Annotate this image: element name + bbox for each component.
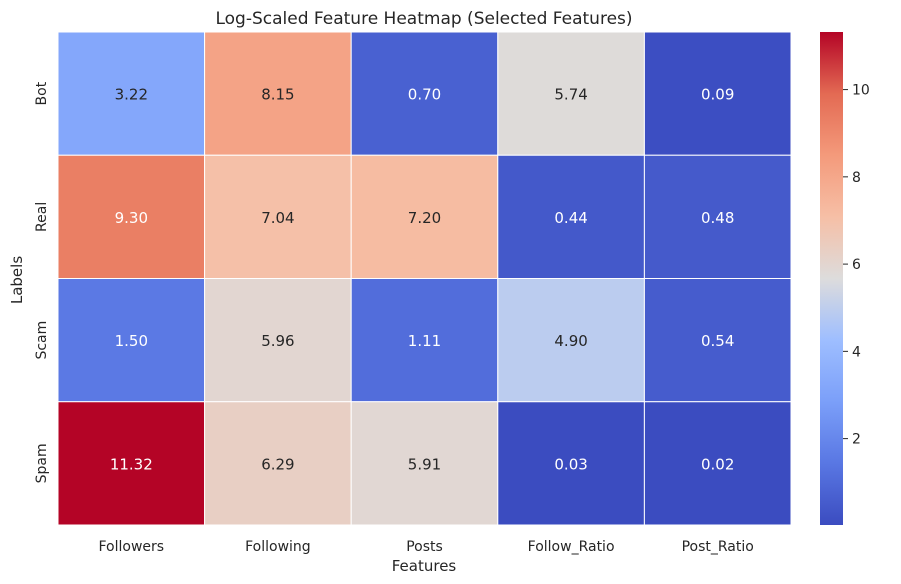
heatmap-cell <box>350 401 499 526</box>
heatmap-cell <box>643 401 792 526</box>
colorbar-tick-label: 10 <box>852 83 870 99</box>
cell-value-label: 5.91 <box>408 455 441 473</box>
cell-value-label: 8.15 <box>261 86 294 104</box>
x-axis-ticks: Followers Following Posts Follow_Ratio Post_… <box>99 539 754 555</box>
heatmap-cell <box>643 278 792 403</box>
cell-value-label: 3.22 <box>115 86 148 104</box>
cell-value-label: 1.11 <box>408 332 441 350</box>
cell-value-label: 5.96 <box>261 332 294 350</box>
heatmap-cell <box>57 401 206 526</box>
y-axis-ticks: Bot Real Scam Spam <box>34 81 50 483</box>
heatmap-cell <box>350 154 499 279</box>
colorbar-tick-label: 6 <box>852 257 861 273</box>
x-tick-label: Post_Ratio <box>682 539 754 555</box>
x-tick-label: Posts <box>406 539 443 555</box>
heatmap-cell <box>497 401 645 526</box>
heatmap-cell <box>643 154 792 279</box>
x-tick-label: Followers <box>99 539 165 555</box>
x-tick-label: Following <box>245 539 311 555</box>
colorbar-ticks: 2 4 6 8 10 <box>843 83 870 448</box>
cell-value-label: 1.50 <box>115 332 148 350</box>
heatmap-cell <box>350 31 499 156</box>
heatmap-cells <box>57 31 792 526</box>
x-axis-label: Features <box>392 557 457 575</box>
heatmap-cell <box>350 278 499 403</box>
cell-value-label: 5.74 <box>554 86 587 104</box>
heatmap-cell <box>643 31 792 156</box>
heatmap-cell <box>204 401 352 526</box>
colorbar-tick-label: 4 <box>852 344 861 360</box>
cell-value-label: 0.09 <box>701 86 734 104</box>
heatmap-cell <box>57 31 206 156</box>
y-tick-label: Scam <box>34 321 50 360</box>
cell-value-label: 6.29 <box>261 455 294 473</box>
cell-value-label: 0.03 <box>554 455 587 473</box>
colorbar-tick-label: 2 <box>852 432 861 448</box>
cell-value-label: 0.44 <box>554 209 587 227</box>
y-tick-label: Real <box>34 202 50 232</box>
heatmap-cell <box>497 31 645 156</box>
heatmap-cell <box>204 31 352 156</box>
x-tick-label: Follow_Ratio <box>528 539 615 555</box>
heatmap-cell <box>497 278 645 403</box>
cell-value-label: 9.30 <box>115 209 148 227</box>
cell-value-label: 0.70 <box>408 86 441 104</box>
cell-value-label: 4.90 <box>554 332 587 350</box>
y-tick-label: Bot <box>34 81 50 105</box>
cell-value-label: 0.02 <box>701 455 734 473</box>
cell-value-label: 0.48 <box>701 209 734 227</box>
cell-value-label: 7.04 <box>261 209 294 227</box>
colorbar <box>820 32 843 525</box>
cell-value-label: 0.54 <box>701 332 734 350</box>
heatmap-cell <box>204 278 352 403</box>
heatmap-cell <box>57 154 206 279</box>
heatmap-cell-labels: 3.22 8.15 0.70 5.74 0.09 9.30 7.04 7.20 0.44 0.48… <box>110 86 735 474</box>
y-tick-label: Spam <box>34 443 50 483</box>
colorbar-tick-label: 8 <box>852 170 861 186</box>
cell-value-label: 11.32 <box>110 455 153 473</box>
cell-value-label: 7.20 <box>408 209 441 227</box>
chart-title: Log-Scaled Feature Heatmap (Selected Fea… <box>215 9 632 29</box>
y-axis-label: Labels <box>8 256 26 304</box>
